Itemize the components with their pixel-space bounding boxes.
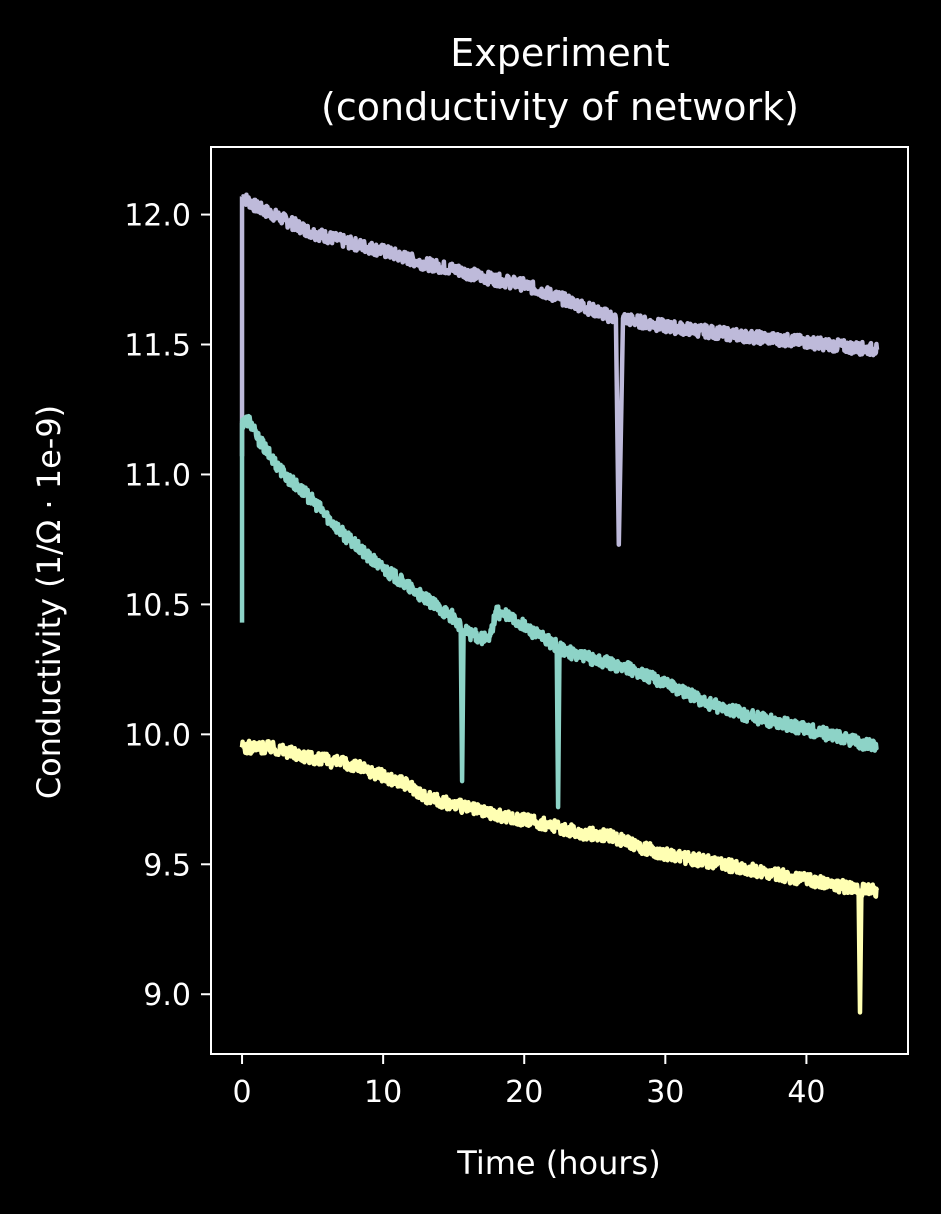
x-tick-label: 40 bbox=[787, 1075, 825, 1110]
y-tick-label: 9.0 bbox=[143, 978, 191, 1013]
x-tick-label: 10 bbox=[364, 1075, 402, 1110]
y-tick-label: 9.5 bbox=[143, 848, 191, 883]
series-layer bbox=[239, 192, 880, 1015]
series-line-3 bbox=[239, 738, 880, 1015]
y-tick-label: 10.5 bbox=[124, 588, 191, 623]
y-tick-label: 10.0 bbox=[124, 718, 191, 753]
x-tick-label: 0 bbox=[232, 1075, 251, 1110]
chart-title-line-1: Experiment bbox=[450, 31, 670, 75]
chart-title-line-2: (conductivity of network) bbox=[321, 85, 799, 129]
y-tick-label: 11.0 bbox=[124, 458, 191, 493]
x-axis-label: Time (hours) bbox=[456, 1144, 660, 1182]
x-tick-label: 20 bbox=[505, 1075, 543, 1110]
x-axis: 0 10 20 30 40 bbox=[232, 1054, 826, 1110]
x-tick-label: 30 bbox=[646, 1075, 684, 1110]
series-line-1 bbox=[240, 192, 880, 547]
y-axis: 9.0 9.5 10.0 10.5 11.0 11.5 12.0 bbox=[124, 199, 211, 1013]
series-line-2 bbox=[239, 413, 879, 810]
y-axis-label: Conductivity (1/Ω · 1e-9) bbox=[30, 405, 68, 799]
plot-frame bbox=[210, 146, 909, 1055]
y-tick-label: 12.0 bbox=[124, 199, 191, 234]
y-tick-label: 11.5 bbox=[124, 329, 191, 364]
